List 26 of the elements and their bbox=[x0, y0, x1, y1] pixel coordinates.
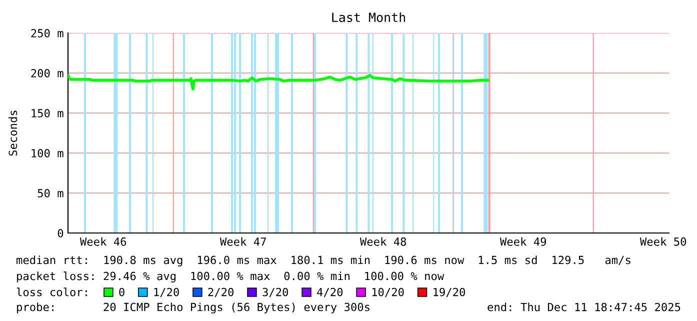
y-tick-label: 200 m bbox=[31, 69, 64, 78]
y-axis-title: Seconds bbox=[8, 110, 18, 156]
x-tick-label: Week 50 bbox=[640, 237, 686, 246]
legend-label: 4/20 bbox=[317, 288, 343, 298]
x-tick-label: Week 47 bbox=[220, 237, 266, 246]
y-tick-label: 150 m bbox=[32, 109, 64, 118]
x-tick-label: Week 49 bbox=[500, 237, 546, 246]
legend-label: 0 bbox=[119, 288, 124, 296]
chart-title: Last Month bbox=[332, 12, 406, 22]
text: median rtt: 190.8 ms avg 196.0 ms max 180.1 ms min 190.6 ms now 1.5 ms sd 129.5 am/s bbox=[16, 256, 630, 266]
y-tick-label: 100 m bbox=[32, 149, 64, 158]
text: packet loss: 29.46 % avg 100.00 % max 0.00 % min 100.00 % now bbox=[17, 272, 444, 282]
text: probe: 20 ICMP Echo Pings (56 Bytes) every 300s bbox=[17, 302, 370, 314]
y-tick-label: 0 bbox=[58, 229, 64, 238]
line-series bbox=[68, 74, 490, 90]
legend-label: 10/20 bbox=[372, 288, 404, 298]
x-tick-label: Week 46 bbox=[80, 237, 126, 246]
legend-label: 2/20 bbox=[208, 288, 234, 298]
legend-label: 19/20 bbox=[434, 288, 465, 298]
legend-title: loss color: bbox=[16, 288, 87, 296]
legend-label: 3/20 bbox=[262, 288, 288, 298]
y-tick-label: 50 m bbox=[38, 189, 64, 198]
x-tick-label: Week 48 bbox=[360, 237, 406, 246]
legend-label: 1/20 bbox=[154, 288, 179, 298]
y-tick-label: 250 m bbox=[31, 29, 64, 38]
text: end: Thu Dec 11 18:47:45 2025 bbox=[488, 302, 680, 312]
